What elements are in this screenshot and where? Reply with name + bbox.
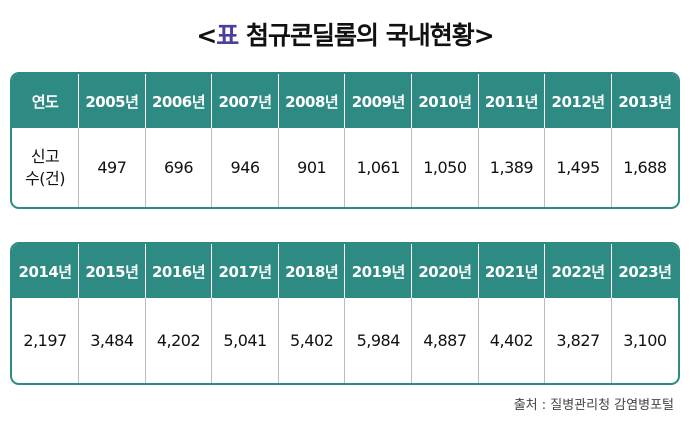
header-cell: 2019년 [344, 244, 412, 298]
data-cell: 3,100 [610, 298, 678, 383]
header-cell: 2011년 [477, 74, 545, 128]
header-cell: 2006년 [144, 74, 212, 128]
table: 2014년 2015년 2016년 2017년 2018년 2019년 2020년 2021년… [12, 244, 678, 383]
title-label: 표 [216, 21, 239, 50]
data-row: 신고 수(건) 497 696 946 901 1,061 1,050 1,389 1,495 1… [12, 128, 678, 207]
header-cell: 2018년 [277, 244, 345, 298]
header-cell: 2009년 [344, 74, 412, 128]
header-row: 연도 2005년 2006년 2007년 2008년 2009년 2010년 2011년 201… [12, 74, 678, 128]
data-cell: 497 [78, 128, 146, 207]
header-cell: 2012년 [544, 74, 612, 128]
data-cell: 901 [277, 128, 345, 207]
header-cell: 2010년 [411, 74, 479, 128]
data-cell: 4,887 [411, 298, 479, 383]
title-text: 첨규콘딜롬의 국내현황 [246, 21, 475, 50]
header-cell: 연도 [12, 74, 79, 128]
data-cell: 5,041 [211, 298, 279, 383]
data-cell: 1,050 [411, 128, 479, 207]
header-cell: 2021년 [477, 244, 545, 298]
data-cell: 4,202 [144, 298, 212, 383]
title-open: < [196, 21, 217, 50]
data-row: 2,197 3,484 4,202 5,041 5,402 5,984 4,887 4,402… [12, 298, 678, 383]
table-frame: 연도 2005년 2006년 2007년 2008년 2009년 2010년 2011년 201… [10, 72, 680, 209]
header-cell: 2007년 [211, 74, 279, 128]
header-cell: 2020년 [411, 244, 479, 298]
data-cell: 696 [144, 128, 212, 207]
header-cell: 2022년 [544, 244, 612, 298]
data-cell: 신고 수(건) [25, 146, 66, 188]
source: 출처 : 질병관리청 감염병포털 [513, 398, 674, 413]
header-row: 2014년 2015년 2016년 2017년 2018년 2019년 2020년 2021년… [12, 244, 678, 298]
data-cell: 1,389 [477, 128, 545, 207]
data-cell: 1,688 [610, 128, 678, 207]
header-cell: 2013년 [610, 74, 678, 128]
data-cell: 1,495 [544, 128, 612, 207]
header-cell: 2014년 [12, 244, 79, 298]
data-cell: 2,197 [23, 331, 67, 350]
header-cell: 2023년 [610, 244, 678, 298]
table: 연도 2005년 2006년 2007년 2008년 2009년 2010년 2011년 201… [12, 74, 678, 207]
data-cell: 3,827 [544, 298, 612, 383]
data-cell: 3,484 [78, 298, 146, 383]
table-frame: 2014년 2015년 2016년 2017년 2018년 2019년 2020년 2021년… [10, 242, 680, 385]
data-cell: 946 [211, 128, 279, 207]
data-cell: 4,402 [477, 298, 545, 383]
header-cell: 2005년 [78, 74, 146, 128]
data-cell: 1,061 [344, 128, 412, 207]
header-cell: 2016년 [144, 244, 212, 298]
data-cell: 5,402 [277, 298, 345, 383]
title: <표 첨규콘딜롬의 국내현황> [0, 16, 690, 52]
title-close: > [473, 21, 495, 50]
header-cell: 2017년 [211, 244, 279, 298]
header-cell: 2008년 [277, 74, 345, 128]
header-cell: 2015년 [78, 244, 146, 298]
data-cell: 5,984 [344, 298, 412, 383]
